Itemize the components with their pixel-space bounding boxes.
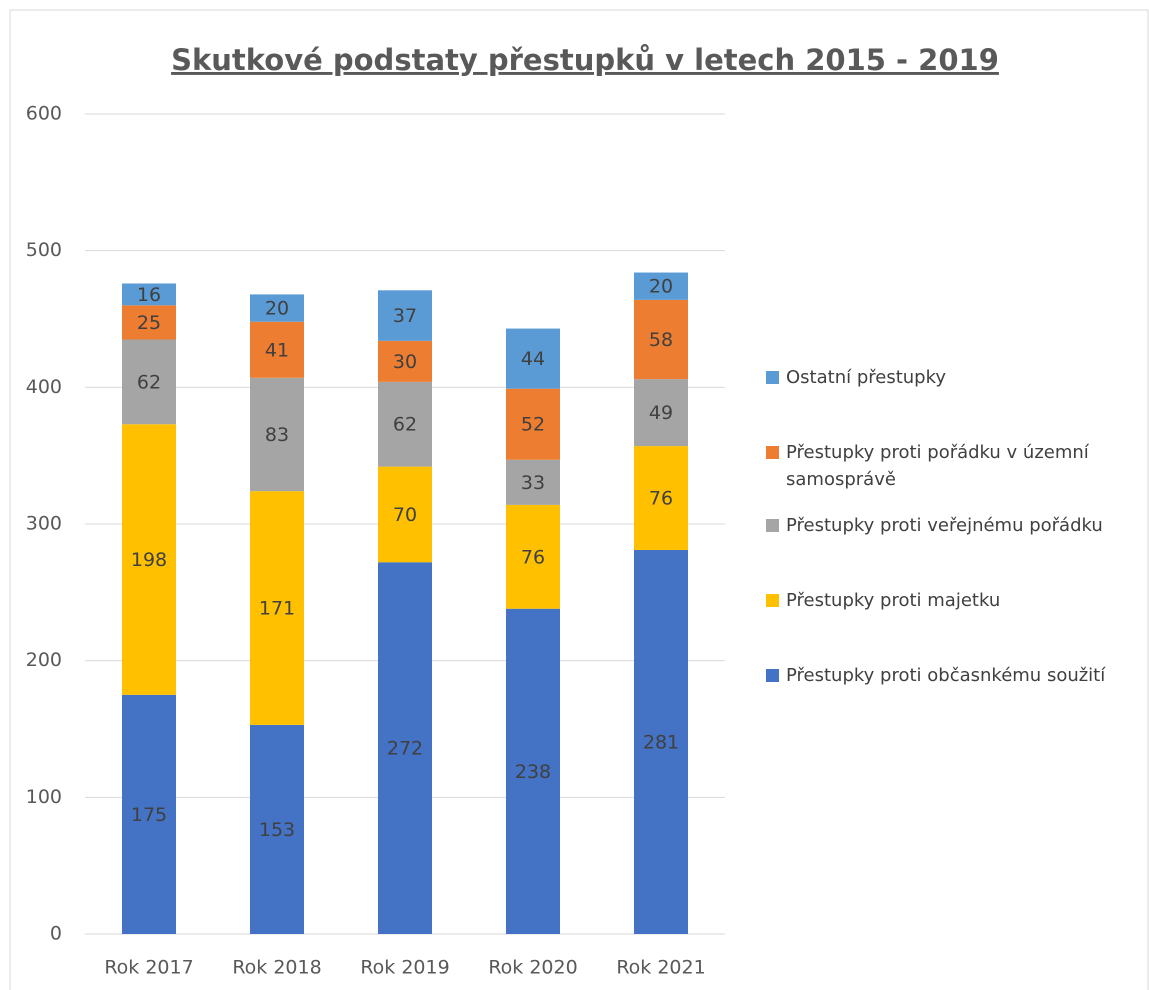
legend-item: Přestupky proti pořádku v územní samospr…	[766, 439, 1141, 493]
legend-label: Ostatní přestupky	[786, 367, 947, 388]
legend-item: Přestupky proti veřejnému pořádku	[766, 512, 1141, 539]
data-label: 49	[649, 402, 673, 424]
data-label: 272	[387, 738, 423, 760]
x-tick-label: Rok 2017	[104, 957, 193, 979]
bar-segment	[634, 299, 688, 380]
y-tick-label: 400	[26, 376, 62, 398]
data-label: 37	[393, 305, 417, 327]
y-tick-label: 600	[26, 103, 62, 125]
bar-segment	[250, 724, 304, 934]
bar-segment	[250, 294, 304, 322]
bar-segment	[250, 321, 304, 378]
y-tick-label: 0	[50, 923, 62, 945]
legend-swatch	[766, 594, 779, 607]
legend-swatch	[766, 446, 779, 459]
data-label: 238	[515, 761, 551, 783]
data-label: 171	[259, 598, 295, 620]
bar-segment	[506, 459, 560, 505]
bar-segment	[378, 466, 432, 563]
bar-segment	[634, 272, 688, 300]
legend-label: Přestupky proti občasnkému soužití	[786, 665, 1106, 686]
legend-swatch	[766, 519, 779, 532]
data-label: 20	[265, 298, 289, 320]
legend-label: Přestupky proti veřejnému pořádku	[786, 515, 1103, 536]
data-label: 76	[521, 546, 545, 568]
y-tick-label: 100	[26, 786, 62, 808]
bar-segment	[378, 381, 432, 467]
y-tick-label: 500	[26, 239, 62, 261]
legend-swatch	[766, 669, 779, 682]
legend-item: Přestupky proti občasnkému soužití	[766, 662, 1141, 689]
data-label: 30	[393, 351, 417, 373]
data-label: 281	[643, 731, 679, 753]
bar-segment	[122, 694, 176, 934]
data-label: 70	[393, 504, 417, 526]
data-label: 58	[649, 329, 673, 351]
x-tick-label: Rok 2019	[360, 957, 449, 979]
bar-segment	[122, 424, 176, 695]
legend-swatch	[766, 371, 779, 384]
bar-segment	[250, 377, 304, 492]
bar-segment	[506, 608, 560, 934]
bar-segment	[634, 379, 688, 447]
bar-segment	[378, 340, 432, 382]
legend-item: Ostatní přestupky	[766, 364, 1141, 391]
data-label: 44	[521, 348, 545, 370]
bar-segment	[122, 283, 176, 306]
bar-segment	[378, 562, 432, 934]
bar-segment	[506, 388, 560, 460]
x-tick-label: Rok 2020	[488, 957, 577, 979]
bar-segment	[506, 504, 560, 609]
chart-border	[9, 9, 1149, 990]
bar-segment	[634, 446, 688, 550]
data-label: 33	[521, 472, 545, 494]
data-label: 175	[131, 804, 167, 826]
y-tick-label: 300	[26, 513, 62, 535]
y-tick-label: 200	[26, 649, 62, 671]
legend-label: Přestupky proti majetku	[786, 590, 1001, 611]
data-label: 62	[393, 414, 417, 436]
legend-label: Přestupky proti pořádku v územní samospr…	[786, 442, 1089, 490]
bar-segment	[122, 339, 176, 425]
data-label: 16	[137, 284, 161, 306]
data-label: 198	[131, 549, 167, 571]
data-label: 76	[649, 488, 673, 510]
x-tick-label: Rok 2021	[616, 957, 705, 979]
bar-segment	[250, 491, 304, 725]
data-label: 83	[265, 424, 289, 446]
bar-segment	[122, 305, 176, 340]
chart-title: Skutkové podstaty přestupků v letech 201…	[171, 43, 999, 77]
legend-item: Přestupky proti majetku	[766, 587, 1141, 614]
data-label: 153	[259, 819, 295, 841]
bar-segment	[378, 290, 432, 341]
data-label: 25	[137, 312, 161, 334]
bar-segment	[506, 328, 560, 389]
bar-segment	[634, 549, 688, 934]
data-label: 62	[137, 371, 161, 393]
data-label: 20	[649, 276, 673, 298]
x-tick-label: Rok 2018	[232, 957, 321, 979]
data-label: 52	[521, 414, 545, 436]
data-label: 41	[265, 339, 289, 361]
